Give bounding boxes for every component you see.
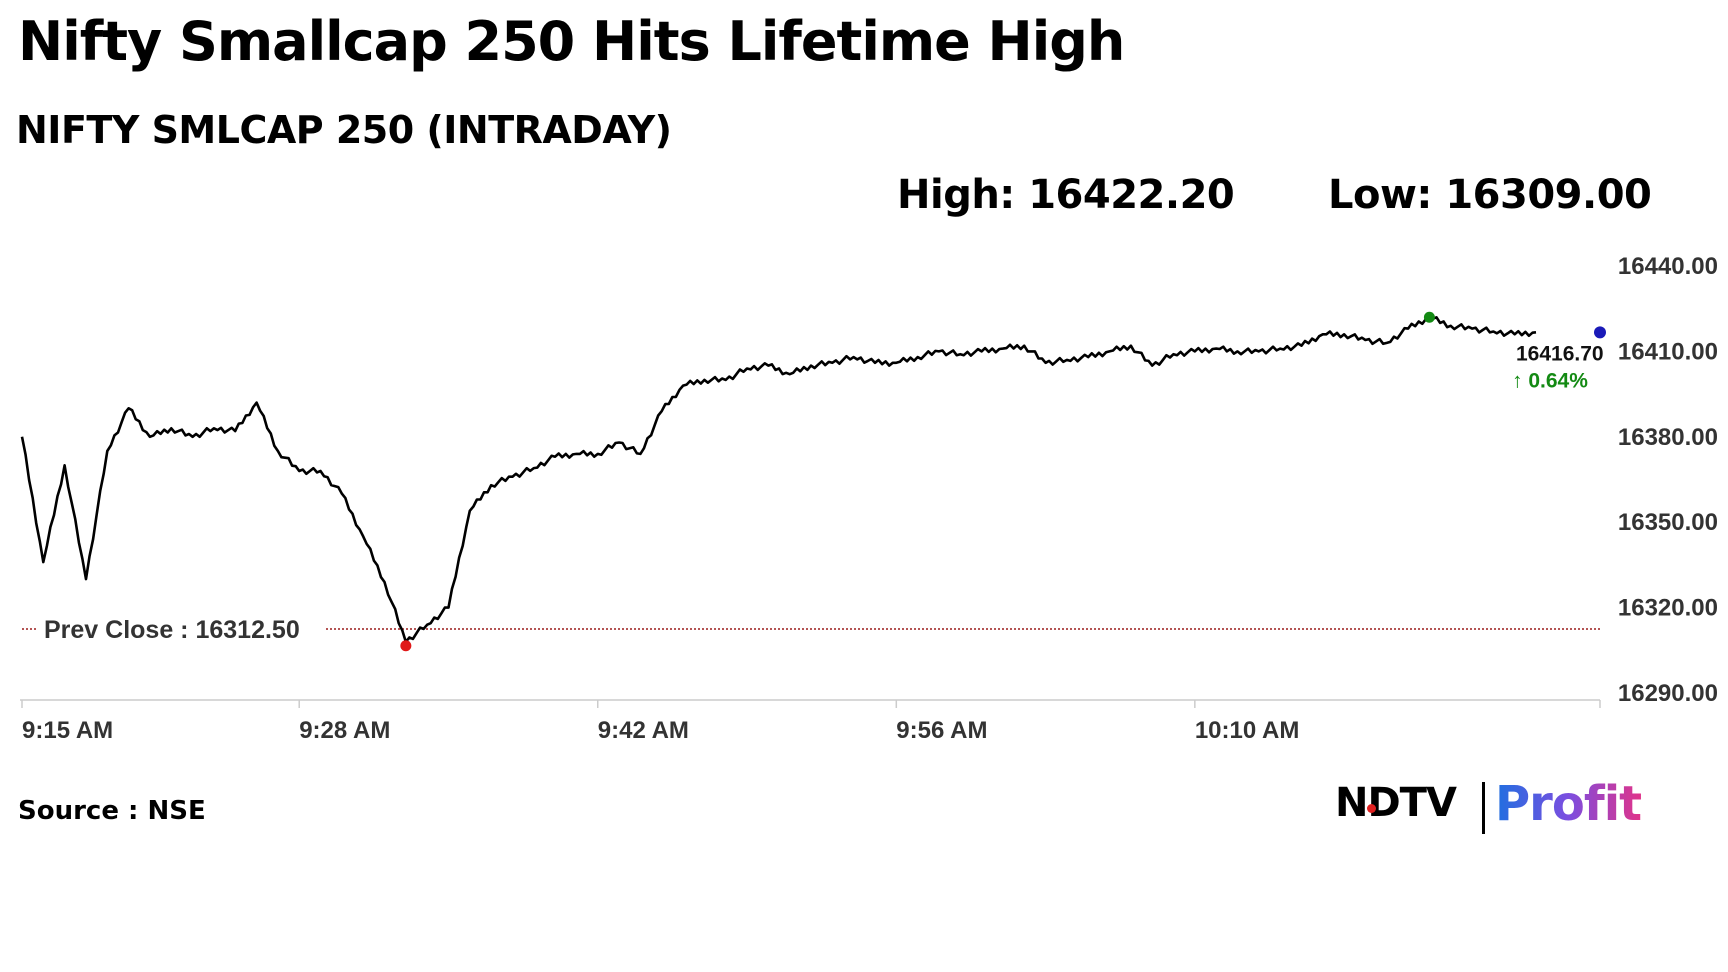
x-tick-label: 10:10 AM	[1195, 717, 1299, 744]
low-marker	[400, 640, 412, 652]
y-tick-label: 16410.00	[1618, 338, 1718, 365]
high-value: High: 16422.20	[897, 172, 1235, 218]
last-value-label: 16416.70	[1516, 342, 1604, 365]
y-tick-label: 16320.00	[1618, 595, 1718, 622]
y-tick-label: 16440.00	[1618, 253, 1718, 280]
y-tick-label: 16350.00	[1618, 509, 1718, 536]
chart-title: Nifty Smallcap 250 Hits Lifetime High	[18, 10, 1125, 73]
logo-profit-text: Profit	[1495, 776, 1642, 832]
y-tick-label: 16380.00	[1618, 424, 1718, 451]
y-tick-label: 16290.00	[1618, 680, 1718, 707]
intraday-line-chart: 9:15 AM 9:28 AM 9:42 AM 9:56 AM 10:10 AM 162…	[20, 253, 1718, 744]
price-series-line	[20, 315, 1537, 644]
low-value: Low: 16309.00	[1328, 172, 1652, 218]
x-tick-label: 9:56 AM	[896, 717, 987, 744]
logo-dot-icon	[1367, 804, 1376, 813]
y-axis-ticks: 16290.00 16320.00 16350.00 16380.00 16410.00…	[1618, 253, 1718, 707]
chart-subtitle: NIFTY SMLCAP 250 (INTRADAY)	[16, 108, 672, 152]
prev-close-label-bg	[36, 614, 326, 643]
prev-close-label: Prev Close : 16312.50	[44, 616, 300, 644]
logo-ndtv-text: NDTV	[1335, 780, 1457, 826]
change-percent-label: ↑ 0.64%	[1512, 369, 1588, 392]
logo-divider	[1482, 782, 1485, 834]
x-axis-ticks: 9:15 AM 9:28 AM 9:42 AM 9:56 AM 10:10 AM	[21, 700, 1601, 744]
last-value-marker	[1594, 326, 1606, 339]
x-tick-label: 9:15 AM	[22, 717, 113, 744]
source-note: Source : NSE	[18, 796, 206, 826]
x-tick-label: 9:28 AM	[299, 717, 390, 744]
x-tick-label: 9:42 AM	[598, 717, 689, 744]
high-marker	[1423, 311, 1435, 323]
